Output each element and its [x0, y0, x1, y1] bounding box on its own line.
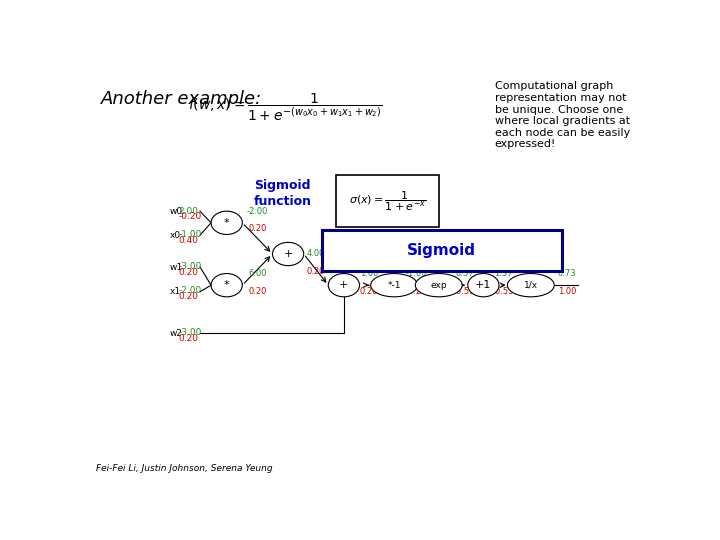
Text: +1: +1: [475, 280, 492, 290]
Text: x1: x1: [169, 287, 181, 296]
Text: 1.00: 1.00: [360, 269, 378, 278]
Text: -3.00: -3.00: [179, 262, 202, 272]
Ellipse shape: [328, 274, 359, 297]
Text: x0: x0: [169, 231, 181, 240]
Text: 1/x: 1/x: [523, 281, 538, 289]
Text: *-1: *-1: [387, 281, 401, 289]
Text: *: *: [224, 280, 230, 290]
Ellipse shape: [272, 242, 304, 266]
Text: 0.20: 0.20: [179, 268, 199, 277]
Text: $\sigma(x) = \dfrac{1}{1+e^{-x}}$: $\sigma(x) = \dfrac{1}{1+e^{-x}}$: [348, 189, 426, 213]
Text: 0.20: 0.20: [360, 287, 378, 296]
Text: Fei-Fei Li, Justin Johnson, Serena Yeung: Fei-Fei Li, Justin Johnson, Serena Yeung: [96, 464, 272, 473]
Text: 0.20: 0.20: [248, 225, 266, 233]
Text: 0.73: 0.73: [558, 269, 577, 278]
Text: Sigmoid: Sigmoid: [407, 243, 476, 258]
Text: 0.20: 0.20: [307, 267, 325, 276]
Text: exp: exp: [431, 281, 447, 289]
Text: Computational graph
representation may not
be unique. Choose one
where local gra: Computational graph representation may n…: [495, 82, 630, 150]
Text: -2.00: -2.00: [179, 287, 202, 295]
Text: -0.20: -0.20: [179, 212, 202, 221]
Text: Another example:: Another example:: [101, 90, 262, 108]
Text: -3.00: -3.00: [179, 328, 202, 337]
Text: -1.00: -1.00: [406, 269, 427, 278]
Ellipse shape: [371, 274, 418, 297]
Text: 1.00: 1.00: [558, 287, 576, 296]
Text: 2.00: 2.00: [179, 207, 199, 215]
Ellipse shape: [468, 274, 499, 297]
Text: 0.37: 0.37: [455, 269, 474, 278]
Text: 1.37: 1.37: [495, 269, 513, 278]
Ellipse shape: [211, 211, 243, 234]
Text: 0.20: 0.20: [179, 334, 199, 343]
Text: 0.40: 0.40: [179, 236, 199, 245]
Text: -0.20: -0.20: [406, 287, 427, 296]
Text: Sigmoid
function: Sigmoid function: [253, 179, 312, 208]
Text: w0: w0: [169, 207, 182, 217]
Text: +: +: [339, 280, 348, 290]
Text: +: +: [284, 249, 293, 259]
Text: -0.53: -0.53: [493, 287, 515, 296]
Text: $f(w,x) = \dfrac{1}{1+e^{-(w_0x_0+w_1x_1+w_2)}}$: $f(w,x) = \dfrac{1}{1+e^{-(w_0x_0+w_1x_1…: [188, 92, 383, 124]
FancyBboxPatch shape: [336, 175, 438, 227]
Text: 4.00: 4.00: [307, 249, 325, 258]
Text: -1.00: -1.00: [179, 230, 202, 239]
Text: w2: w2: [169, 329, 182, 338]
Ellipse shape: [508, 274, 554, 297]
Text: w1: w1: [169, 263, 182, 272]
Text: 0.20: 0.20: [248, 287, 266, 296]
Text: 0.20: 0.20: [179, 292, 199, 301]
Text: 6.00: 6.00: [248, 269, 266, 278]
Text: -2.00: -2.00: [247, 207, 268, 216]
Ellipse shape: [211, 274, 243, 297]
Ellipse shape: [415, 274, 462, 297]
Text: *: *: [224, 218, 230, 228]
FancyBboxPatch shape: [322, 230, 562, 271]
Text: -0.53: -0.53: [454, 287, 475, 296]
